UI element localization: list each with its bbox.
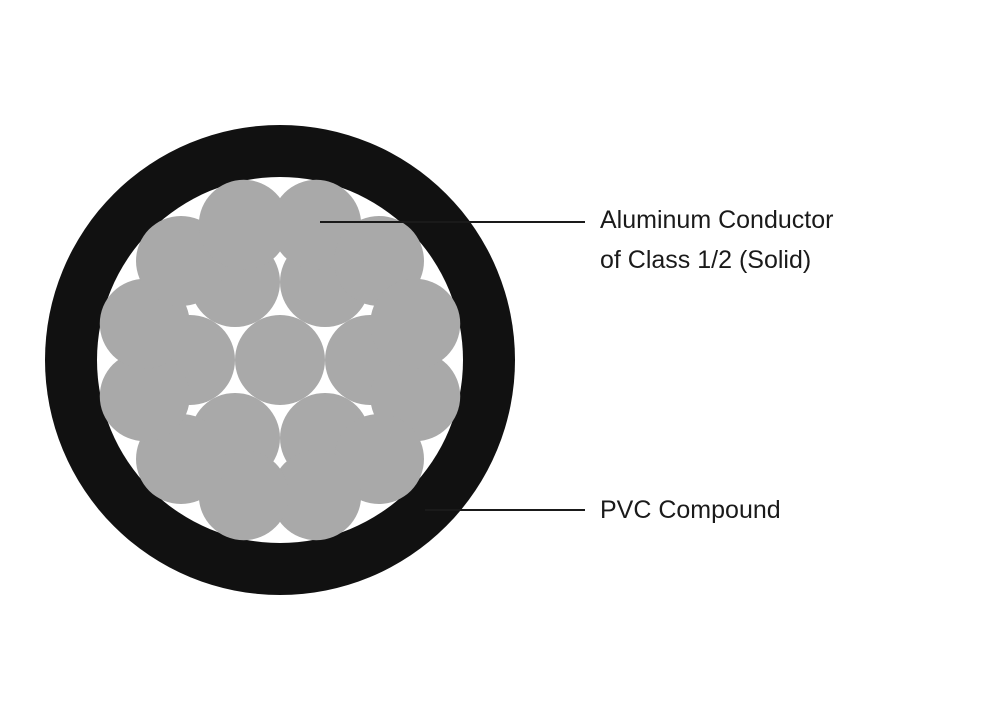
callout-label-pvc: PVC Compound — [600, 496, 781, 524]
callout-label-conductor: Aluminum Conductorof Class 1/2 (Solid) — [600, 206, 833, 274]
conductor-strands — [100, 180, 460, 540]
strand-outer-ring — [370, 279, 460, 369]
strand-center — [235, 315, 325, 405]
cable-cross-section-diagram: Aluminum Conductorof Class 1/2 (Solid) PV… — [0, 0, 1000, 720]
